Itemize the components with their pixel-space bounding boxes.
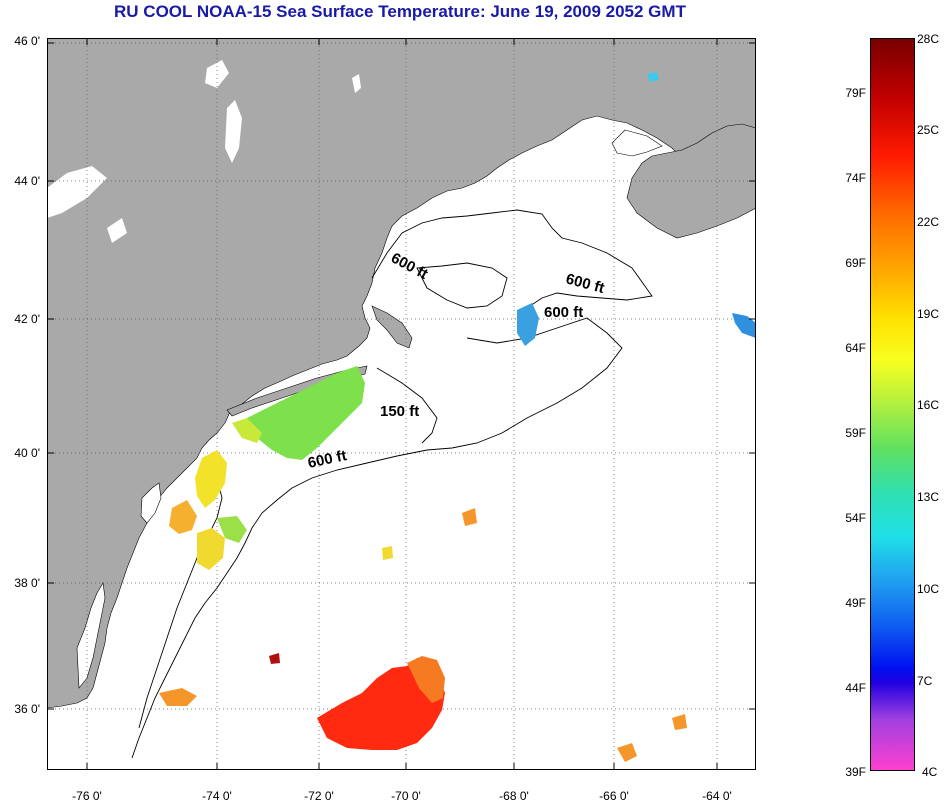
lon-label-66: -66 0' (599, 789, 629, 803)
lon-label-70: -70 0' (391, 789, 421, 803)
colorbar-c-19: 19C (917, 307, 940, 321)
sst-patch-green-va (217, 516, 247, 543)
sst-map: 600 ft 600 ft 600 ft 150 ft 600 ft (47, 38, 756, 770)
contour-georges-bank (426, 317, 623, 451)
colorbar-c-4: 4C (922, 765, 938, 779)
sst-patch-yellowgreen (232, 418, 262, 443)
colorbar-f-64: 64F (845, 341, 866, 355)
map-frame (47, 38, 756, 770)
contour-600ft-shelf (131, 449, 428, 759)
lake-4 (107, 218, 127, 243)
colorbar-f-79: 79F (845, 86, 866, 100)
colorbar-c-13: 13C (917, 490, 940, 504)
sst-patch-green-shelf (245, 366, 365, 460)
colorbar-c-25: 25C (917, 123, 940, 137)
land-cape-cod (371, 305, 413, 349)
sst-patch-small-yellow (382, 546, 393, 560)
lake-2 (225, 100, 242, 163)
colorbar-c-28: 28C (917, 32, 940, 46)
sst-patch-cyan-ns (647, 72, 659, 82)
lon-label-74: -74 0' (202, 789, 232, 803)
lat-label-44: 44 0' (14, 174, 40, 188)
sst-patch-orange-delmarva (169, 500, 197, 534)
lon-label-76: -76 0' (72, 789, 102, 803)
colorbar-f-44: 44F (845, 681, 866, 695)
colorbar-f-59: 59F (845, 426, 866, 440)
colorbar-f-54: 54F (845, 511, 866, 525)
land-mainland (47, 38, 756, 709)
contour-gulf-inner (416, 262, 508, 309)
lat-label-36: 36 0' (14, 702, 40, 716)
lat-label-38: 38 0' (14, 576, 40, 590)
colorbar-f-39: 39F (845, 765, 866, 779)
lake-3 (47, 166, 107, 218)
contour-150ft (376, 367, 438, 444)
contour-600ft-gulf-of-maine (371, 209, 653, 309)
colorbar-f-49: 49F (845, 596, 866, 610)
sst-patch-orange-gulfstream (407, 656, 445, 703)
lon-label-72: -72 0' (304, 789, 334, 803)
sst-patch-small-orange-mid (462, 508, 477, 526)
map-title: RU COOL NOAA-15 Sea Surface Temperature:… (114, 2, 686, 21)
contour-label-600ft-georges: 600 ft (544, 304, 583, 321)
bathymetry-contours (131, 209, 653, 759)
lat-label-40: 40 0' (14, 446, 40, 460)
lat-label-46: 46 0' (14, 34, 40, 48)
contour-inner-shelf (138, 457, 223, 729)
colorbar-c-7: 7C (917, 674, 933, 688)
sst-patch-red-gulfstream (317, 658, 445, 750)
sst-patch-orange-coast (159, 688, 197, 706)
chesapeake-bay (76, 582, 106, 689)
colorbar-f-69: 69F (845, 256, 866, 270)
sst-patch-yellow-nj (195, 450, 227, 508)
colorbar-c-16: 16C (917, 398, 940, 412)
sst-patch-orange-se (617, 743, 637, 762)
colorbar-c-22: 22C (917, 215, 940, 229)
colorbar-c-10: 10C (917, 582, 940, 596)
sst-patch-yellow-va (197, 528, 225, 570)
contour-label-150ft: 150 ft (380, 403, 419, 420)
colorbar-f-74: 74F (845, 171, 866, 185)
lon-label-68: -68 0' (499, 789, 529, 803)
sst-patch-darkred (269, 653, 280, 664)
lake-5 (352, 74, 361, 93)
lon-label-64: -64 0' (702, 789, 732, 803)
delaware-bay (140, 482, 162, 524)
sst-patches (159, 72, 756, 762)
land-nova-scotia-gap (611, 129, 663, 157)
sst-patch-orange-e (672, 714, 687, 730)
lat-label-42: 42 0' (14, 312, 40, 326)
sst-patch-blue-georges (517, 303, 539, 346)
temperature-colorbar (870, 38, 915, 771)
